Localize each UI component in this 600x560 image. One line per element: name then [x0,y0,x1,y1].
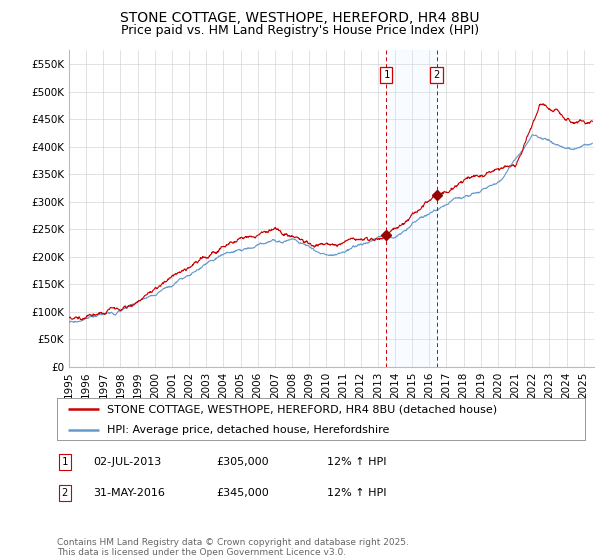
Text: £305,000: £305,000 [216,457,269,467]
Text: 1: 1 [62,457,68,467]
Text: STONE COTTAGE, WESTHOPE, HEREFORD, HR4 8BU: STONE COTTAGE, WESTHOPE, HEREFORD, HR4 8… [120,11,480,25]
Text: 1: 1 [383,70,389,80]
Text: 12% ↑ HPI: 12% ↑ HPI [327,488,386,498]
Bar [386,50,437,367]
Text: 31-MAY-2016: 31-MAY-2016 [93,488,165,498]
Text: £345,000: £345,000 [216,488,269,498]
Text: Price paid vs. HM Land Registry's House Price Index (HPI): Price paid vs. HM Land Registry's House … [121,24,479,37]
Text: 2: 2 [62,488,68,498]
Text: 2: 2 [433,70,440,80]
Text: HPI: Average price, detached house, Herefordshire: HPI: Average price, detached house, Here… [107,426,389,435]
Text: STONE COTTAGE, WESTHOPE, HEREFORD, HR4 8BU (detached house): STONE COTTAGE, WESTHOPE, HEREFORD, HR4 8… [107,404,497,414]
Text: 02-JUL-2013: 02-JUL-2013 [93,457,161,467]
Text: Contains HM Land Registry data © Crown copyright and database right 2025.
This d: Contains HM Land Registry data © Crown c… [57,538,409,557]
Text: 12% ↑ HPI: 12% ↑ HPI [327,457,386,467]
